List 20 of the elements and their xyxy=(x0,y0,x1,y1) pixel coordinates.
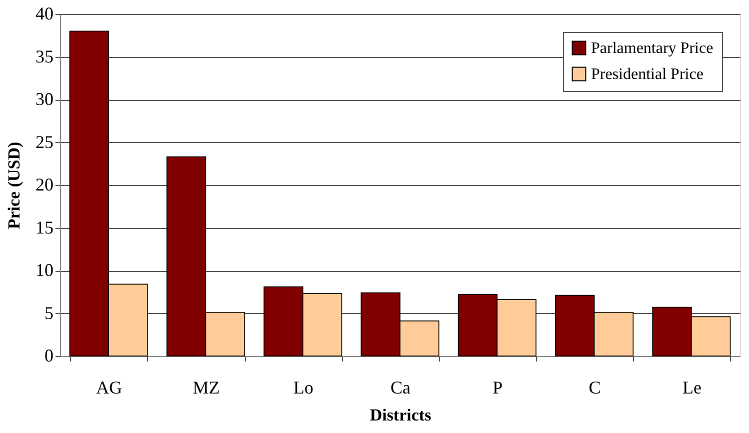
x-tick-label: Le xyxy=(682,378,702,398)
y-tick-label: 40 xyxy=(36,4,54,24)
y-tick-label: 35 xyxy=(36,46,54,66)
x-tick-label: AG xyxy=(96,378,122,398)
y-tick-label: 25 xyxy=(36,132,54,152)
x-tick-label: C xyxy=(588,378,601,398)
y-tick-label: 20 xyxy=(36,174,54,194)
y-tick-label: 5 xyxy=(44,302,54,323)
y-tick-label: 10 xyxy=(36,260,54,280)
y-tick-label: 0 xyxy=(44,346,54,366)
x-axis-title: Districts xyxy=(370,406,432,424)
x-tick-label: Lo xyxy=(293,378,314,398)
legend-label: Presidential Price xyxy=(591,66,704,83)
x-tick-label: Ca xyxy=(390,378,411,398)
legend-label: Parlamentary Price xyxy=(591,40,714,57)
x-tick-label: MZ xyxy=(192,378,220,398)
y-tick-label: 15 xyxy=(36,217,54,238)
y-axis-title: Price (USD) xyxy=(4,142,24,230)
x-tick-label: P xyxy=(492,378,503,398)
y-tick-label: 30 xyxy=(36,89,54,109)
